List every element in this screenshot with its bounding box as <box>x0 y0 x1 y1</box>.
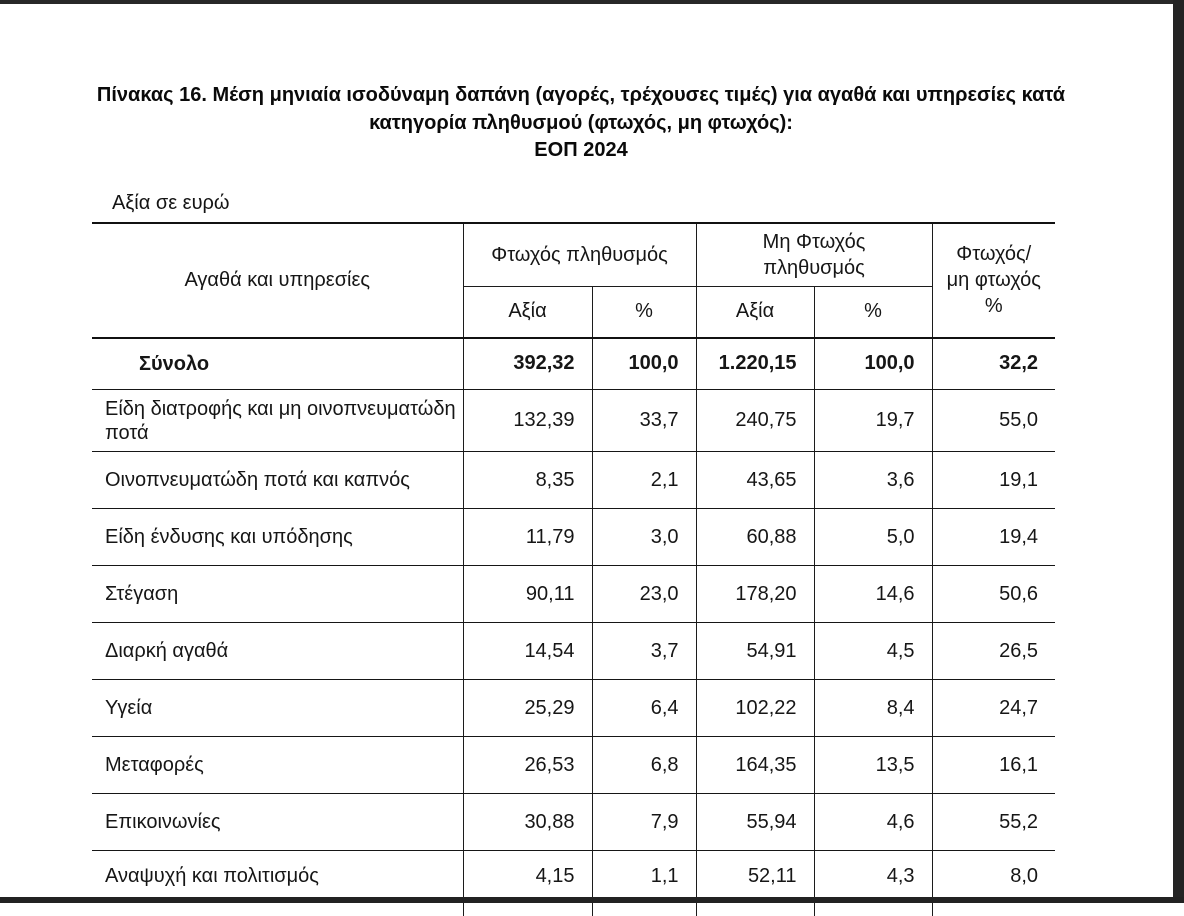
cell-nonpoor-pct: 8,4 <box>813 679 933 737</box>
cell-poor-pct: 7,9 <box>591 793 697 851</box>
col-header-ratio: Φτωχός/ μη φτωχός % <box>931 222 1056 339</box>
cell-poor-value: 26,53 <box>462 736 592 794</box>
cell-poor-value: 132,39 <box>462 389 592 452</box>
cell-label: Μεταφορές <box>92 736 463 794</box>
document-page: Πίνακας 16. Μέση μηνιαία ισοδύναμη δαπάν… <box>92 0 1070 916</box>
cell-ratio: 55,0 <box>931 389 1056 452</box>
col-header-poor-value: Αξία <box>462 286 592 339</box>
cell-label: Επικοινωνίες <box>92 793 463 851</box>
cell-nonpoor-pct: 13,5 <box>813 736 933 794</box>
cell-poor-value: 14,54 <box>462 622 592 680</box>
cell-nonpoor-value: 43,65 <box>695 451 815 509</box>
table-title: Πίνακας 16. Μέση μηνιαία ισοδύναμη δαπάν… <box>92 82 1070 165</box>
cell-nonpoor-pct: 3,6 <box>813 451 933 509</box>
cell-label: Διαρκή αγαθά <box>92 622 463 680</box>
cell-nonpoor-value: 55,94 <box>695 793 815 851</box>
cell-poor-pct: 23,0 <box>591 565 697 623</box>
cell-label: Σύνολο <box>92 337 463 390</box>
table-row: Επικοινωνίες 30,88 7,9 55,94 4,6 55,2 <box>92 793 1056 851</box>
table-row: Αναψυχή και πολιτισμός 4,15 1,1 52,11 4,… <box>92 850 1056 902</box>
cell-nonpoor-pct: 19,7 <box>813 389 933 452</box>
cell-poor-value: 30,88 <box>462 793 592 851</box>
cell-poor-value: 25,29 <box>462 679 592 737</box>
table-row: Μεταφορές 26,53 6,8 164,35 13,5 16,1 <box>92 736 1056 794</box>
cell-poor-pct: 33,7 <box>591 389 697 452</box>
cell-nonpoor-pct: 4,5 <box>813 622 933 680</box>
cell-poor-value: 8,35 <box>462 451 592 509</box>
cell-ratio: 26,5 <box>931 622 1056 680</box>
cell-poor-pct: 6,4 <box>591 679 697 737</box>
cell-label: Είδη ένδυσης και υπόδησης <box>92 508 463 566</box>
cell-poor-pct: 6,8 <box>591 736 697 794</box>
cell-label: Αναψυχή και πολιτισμός <box>92 850 463 902</box>
cell-nonpoor-value: 240,75 <box>695 389 815 452</box>
col-header-poor-pct: % <box>591 286 697 339</box>
cell-label: Είδη διατροφής και μη οινοπνευματώδη ποτ… <box>92 389 463 452</box>
table-row: Οινοπνευματώδη ποτά και καπνός 8,35 2,1 … <box>92 451 1056 509</box>
col-header-goods: Αγαθά και υπηρεσίες <box>92 222 463 339</box>
table-row: Υγεία 25,29 6,4 102,22 8,4 24,7 <box>92 679 1056 737</box>
header-group-row: Αγαθά και υπηρεσίες Φτωχός πληθυσμός Μη … <box>92 222 1056 339</box>
cell-nonpoor-value: 164,35 <box>695 736 815 794</box>
cell-ratio: 16,1 <box>931 736 1056 794</box>
screen-edge-bottom <box>0 897 1184 903</box>
cropped-next-row <box>92 901 1056 916</box>
title-line-1: Πίνακας 16. Μέση μηνιαία ισοδύναμη δαπάν… <box>96 84 1066 106</box>
cell-ratio: 50,6 <box>931 565 1056 623</box>
cell-poor-pct: 3,0 <box>591 508 697 566</box>
cell-poor-pct: 3,7 <box>591 622 697 680</box>
cell-nonpoor-pct: 14,6 <box>813 565 933 623</box>
unit-label: Αξία σε ευρώ <box>112 191 230 214</box>
col-header-nonpoor-value: Αξία <box>695 286 815 339</box>
col-group-nonpoor: Μη Φτωχός πληθυσμός <box>695 222 933 287</box>
cell-ratio: 19,4 <box>931 508 1056 566</box>
cell-nonpoor-pct: 5,0 <box>813 508 933 566</box>
cell-poor-pct: 1,1 <box>591 850 697 902</box>
cell-nonpoor-pct: 4,6 <box>813 793 933 851</box>
cell-poor-value: 392,32 <box>462 337 592 390</box>
table-row: Στέγαση 90,11 23,0 178,20 14,6 50,6 <box>92 565 1056 623</box>
cell-label: Υγεία <box>92 679 463 737</box>
col-header-nonpoor-pct: % <box>813 286 933 339</box>
table-row: Διαρκή αγαθά 14,54 3,7 54,91 4,5 26,5 <box>92 622 1056 680</box>
cell-ratio: 32,2 <box>931 337 1056 390</box>
cell-poor-value: 90,11 <box>462 565 592 623</box>
expenditure-table: Αγαθά και υπηρεσίες Φτωχός πληθυσμός Μη … <box>92 221 1056 916</box>
cell-nonpoor-value: 54,91 <box>695 622 815 680</box>
table-row: Είδη ένδυσης και υπόδησης 11,79 3,0 60,8… <box>92 508 1056 566</box>
cell-nonpoor-value: 60,88 <box>695 508 815 566</box>
cell-label: Οινοπνευματώδη ποτά και καπνός <box>92 451 463 509</box>
header-sub-row: Αξία % Αξία % <box>92 286 1055 339</box>
cell-ratio: 24,7 <box>931 679 1056 737</box>
table-row-total: Σύνολο 392,32 100,0 1.220,15 100,0 32,2 <box>92 337 1056 390</box>
cell-poor-value: 11,79 <box>462 508 592 566</box>
cell-ratio: 55,2 <box>931 793 1056 851</box>
cell-nonpoor-value: 52,11 <box>695 850 815 902</box>
table-row: Είδη διατροφής και μη οινοπνευματώδη ποτ… <box>92 389 1056 452</box>
cell-ratio: 19,1 <box>931 451 1056 509</box>
cell-poor-pct: 100,0 <box>591 337 697 390</box>
cell-nonpoor-value: 102,22 <box>695 679 815 737</box>
screen-edge-right <box>1173 0 1184 903</box>
cell-ratio: 8,0 <box>931 850 1056 902</box>
cell-nonpoor-value: 178,20 <box>695 565 815 623</box>
title-line-3: ΕΟΠ 2024 <box>534 139 628 161</box>
cell-poor-value: 4,15 <box>462 850 592 902</box>
cell-label: Στέγαση <box>92 565 463 623</box>
cell-nonpoor-value: 1.220,15 <box>695 337 815 390</box>
cell-nonpoor-pct: 100,0 <box>813 337 933 390</box>
title-line-2: κατηγορία πληθυσμού (φτωχός, μη φτωχός): <box>369 111 793 134</box>
cell-poor-pct: 2,1 <box>591 451 697 509</box>
screen-edge-top <box>0 0 1184 4</box>
col-group-poor: Φτωχός πληθυσμός <box>462 222 697 287</box>
cell-nonpoor-pct: 4,3 <box>813 850 933 902</box>
